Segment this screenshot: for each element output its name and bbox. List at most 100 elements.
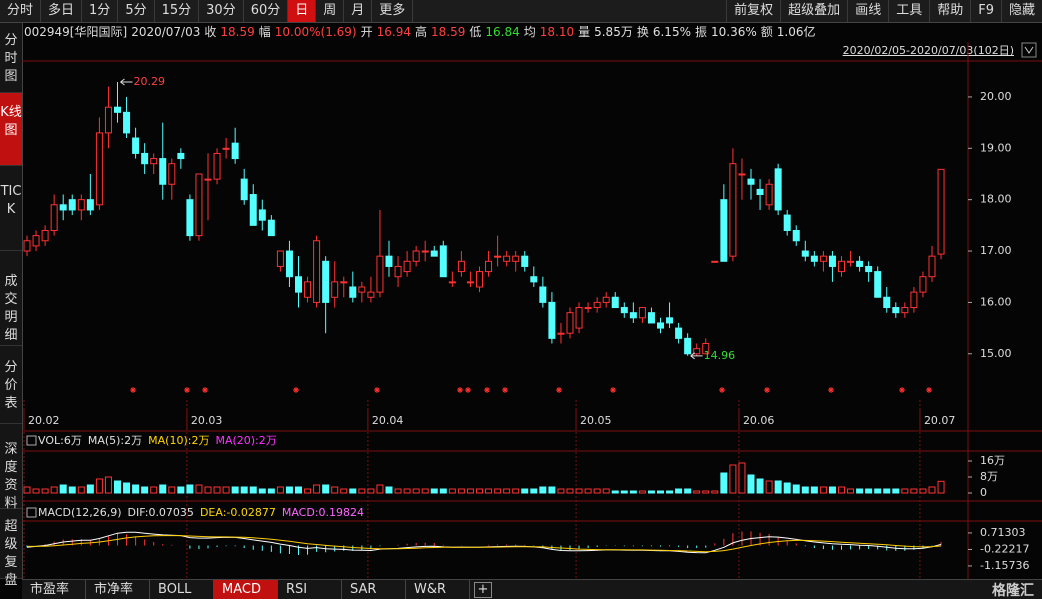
period-button[interactable]: 15分: [155, 0, 200, 22]
candle-body: [593, 301, 601, 309]
volume-bar: [457, 488, 465, 494]
volume-bar: [657, 490, 664, 494]
volume-bar: [629, 490, 637, 494]
period-button[interactable]: 5分: [118, 0, 155, 22]
tool-button[interactable]: 画线: [847, 0, 888, 22]
candle-body: [638, 307, 646, 319]
y-tick-label: 0.71303: [980, 526, 1026, 539]
period-button[interactable]: 60分: [244, 0, 289, 22]
field-label: 低: [469, 25, 482, 39]
candle-body: [557, 332, 565, 335]
candle-body: [530, 276, 538, 283]
period-button[interactable]: 周: [316, 0, 345, 22]
y-tick-label: 19.00: [980, 141, 1012, 154]
signal-marker: [130, 387, 136, 393]
period-button[interactable]: 1分: [82, 0, 119, 22]
tool-buttons: 前复权 超级叠加 画线 工具 帮助 F9 隐藏: [726, 0, 1042, 22]
candle-body: [322, 260, 330, 303]
candle-body: [276, 250, 284, 267]
candle-body: [412, 250, 420, 262]
volume-bar: [847, 488, 855, 494]
sidebar-tab[interactable]: 超级复盘: [0, 509, 22, 588]
volume-bar: [132, 484, 140, 494]
period-button[interactable]: 分时: [0, 0, 42, 22]
volume-bar: [304, 488, 312, 494]
indicator-tab[interactable]: BOLL: [150, 580, 214, 599]
sidebar-tab[interactable]: 深度资料: [0, 424, 22, 511]
indicator-tab[interactable]: 市净率: [86, 580, 150, 599]
tool-button[interactable]: 工具: [888, 0, 929, 22]
candle-body: [602, 296, 610, 303]
volume-bar: [503, 488, 511, 494]
volume-bar: [476, 488, 483, 494]
volume-bar: [910, 488, 918, 494]
volume-bar: [729, 464, 737, 494]
candle-body: [41, 229, 49, 242]
tool-button[interactable]: 隐藏: [1000, 0, 1042, 22]
indicator-tab[interactable]: MACD: [214, 580, 278, 599]
candle-body: [313, 240, 321, 303]
volume-bar: [421, 488, 429, 494]
volume-bar: [548, 486, 556, 494]
candle-body: [213, 152, 221, 180]
sidebar-tab[interactable]: 分时图: [0, 23, 22, 93]
volume-bar: [439, 488, 447, 494]
candle-body: [729, 163, 737, 257]
candle-body: [32, 235, 40, 247]
sidebar-tab[interactable]: 成交明细: [0, 251, 22, 346]
candle-body: [738, 173, 746, 176]
volume-bar: [838, 486, 845, 494]
indicator-tab[interactable]: RSI: [278, 580, 342, 599]
y-tick-label: 8万: [980, 470, 998, 483]
legend-item: VOL:6万: [38, 434, 82, 447]
candle-body: [756, 188, 764, 196]
volume-bar: [331, 486, 339, 494]
signal-marker: [202, 387, 208, 393]
volume-bar: [928, 486, 936, 494]
tool-button[interactable]: 帮助: [929, 0, 970, 22]
period-button[interactable]: 日: [288, 0, 317, 22]
date-range[interactable]: 2020/02/05-2020/07/03(102日): [842, 44, 1014, 57]
tool-button[interactable]: F9: [970, 0, 1001, 22]
volume-bar: [638, 490, 646, 494]
candle-body: [856, 260, 864, 267]
legend-item: DEA:-0.02877: [200, 506, 276, 519]
candle-body: [629, 312, 637, 319]
indicator-tab[interactable]: +: [474, 582, 492, 598]
tool-button[interactable]: 超级叠加: [780, 0, 847, 22]
indicator-tab[interactable]: 市盈率: [22, 580, 86, 599]
period-button[interactable]: 更多: [372, 0, 414, 22]
tool-button[interactable]: 前复权: [726, 0, 780, 22]
period-button[interactable]: 30分: [199, 0, 244, 22]
period-button[interactable]: 月: [344, 0, 373, 22]
field-label: 开: [360, 25, 373, 39]
candle-body: [457, 260, 465, 273]
sidebar-tab[interactable]: TICK: [0, 166, 22, 251]
candle-body: [240, 178, 248, 201]
candle-body: [684, 337, 692, 355]
period-button[interactable]: 多日: [41, 0, 83, 22]
sidebar-tab[interactable]: 分价表: [0, 346, 22, 424]
candle-body: [376, 255, 384, 293]
candle-body: [702, 342, 710, 355]
candle-body: [774, 168, 782, 211]
candle-body: [819, 255, 827, 262]
volume-bar: [675, 488, 683, 494]
indicator-tab[interactable]: SAR: [342, 580, 406, 599]
volume-bar: [792, 484, 800, 494]
candle-body: [838, 260, 845, 273]
annotation-label: 14.96: [704, 349, 736, 362]
candle-body: [59, 204, 67, 211]
period-buttons: 分时 多日 1分 5分 15分 30分 60分日周月更多: [0, 0, 414, 22]
candle-body: [249, 194, 257, 226]
volume-bar: [448, 488, 456, 494]
volume-bar: [204, 486, 212, 494]
sidebar-tab[interactable]: K线图: [0, 93, 22, 166]
candle-body: [285, 250, 293, 278]
indicator-tab[interactable]: W&R: [406, 580, 470, 599]
candle-body: [186, 199, 194, 237]
volume-bar: [494, 488, 502, 494]
y-tick-label: 16.00: [980, 295, 1012, 308]
volume-bar: [720, 472, 728, 494]
y-tick-label: 17.00: [980, 244, 1012, 257]
